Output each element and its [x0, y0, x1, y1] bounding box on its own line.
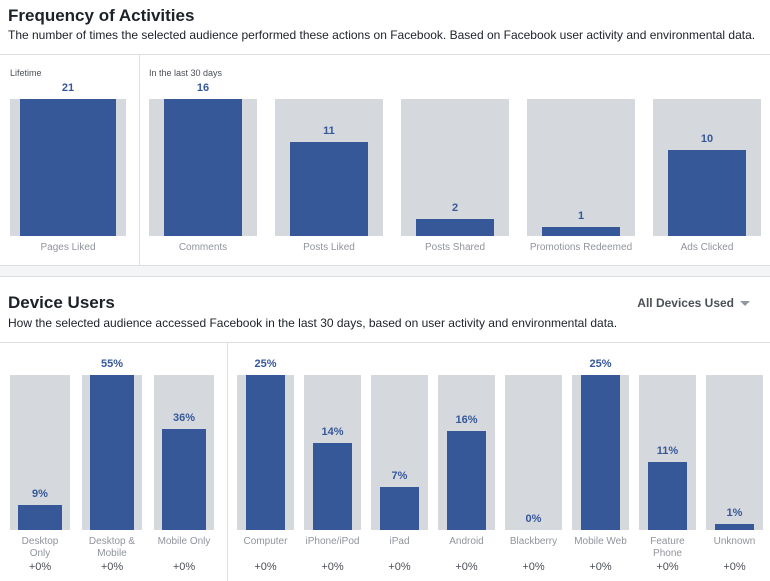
bar-background: [505, 375, 562, 530]
change-label: +0%: [455, 561, 478, 573]
category-label: Desktop & Mobile: [88, 536, 136, 559]
category-label: Computer: [243, 536, 288, 547]
value-label: 14%: [321, 426, 344, 438]
value-label: 36%: [172, 412, 196, 424]
category-label: Blackberry: [509, 536, 558, 547]
category-label: Feature Phone: [650, 536, 685, 559]
bar-background: [10, 375, 70, 530]
category-label: Ads Clicked: [680, 242, 734, 253]
section-gap: [0, 266, 770, 276]
value-label: 0%: [525, 513, 542, 525]
bar[interactable]: [379, 487, 420, 530]
value-label: 10: [700, 133, 714, 145]
change-label: +0%: [172, 561, 196, 573]
category-label: iPad: [389, 536, 410, 547]
change-label: +0%: [254, 561, 277, 573]
change-label: +0%: [321, 561, 344, 573]
bar[interactable]: [20, 99, 116, 236]
bar[interactable]: [714, 524, 755, 530]
frequency-top-divider: [0, 54, 770, 55]
category-label: iPhone/iPod: [305, 536, 360, 547]
change-label: +0%: [28, 561, 52, 573]
devices-subtitle: How the selected audience accessed Faceb…: [8, 316, 618, 330]
value-label: 16: [196, 82, 210, 94]
bar[interactable]: [290, 142, 368, 236]
change-label: +0%: [100, 561, 124, 573]
category-label: Mobile Only: [157, 536, 211, 547]
bar[interactable]: [647, 462, 688, 530]
bar[interactable]: [542, 227, 620, 236]
bar[interactable]: [161, 429, 207, 530]
bar[interactable]: [416, 219, 494, 236]
category-label: Posts Shared: [424, 242, 486, 253]
devices-divider: [0, 342, 770, 343]
value-label: 11: [323, 125, 335, 137]
devices-group-divider: [227, 343, 228, 581]
frequency-group-divider: [139, 55, 140, 265]
value-label: 21: [61, 82, 75, 94]
bar[interactable]: [17, 505, 63, 530]
category-label: Comments: [178, 242, 228, 253]
bar[interactable]: [89, 375, 135, 530]
all-devices-dropdown[interactable]: All Devices Used: [637, 296, 750, 310]
value-label: 55%: [100, 358, 124, 370]
value-label: 25%: [589, 358, 612, 370]
devices-title: Device Users: [8, 293, 115, 312]
bar[interactable]: [668, 150, 746, 236]
value-label: 1: [577, 210, 585, 222]
bar[interactable]: [312, 443, 353, 530]
change-label: +0%: [388, 561, 411, 573]
category-label: Posts Liked: [303, 242, 355, 253]
category-label: Promotions Redeemed: [529, 242, 633, 253]
category-label: Android: [449, 536, 484, 547]
value-label: 25%: [254, 358, 277, 370]
value-label: 16%: [455, 414, 478, 426]
category-label: Pages Liked: [40, 242, 96, 253]
bar-background: [401, 99, 509, 236]
category-label: Mobile Web: [574, 536, 627, 547]
frequency-bottom-divider: [0, 265, 770, 266]
category-label: Unknown: [713, 536, 756, 547]
category-label: Desktop Only: [21, 536, 59, 559]
value-label: 7%: [391, 470, 408, 482]
bar-background: [527, 99, 635, 236]
value-label: 1%: [726, 507, 743, 519]
chevron-down-icon: [740, 301, 750, 307]
value-label: 11%: [656, 445, 679, 457]
change-label: +0%: [656, 561, 679, 573]
change-label: +0%: [723, 561, 746, 573]
dropdown-label: All Devices Used: [637, 296, 734, 310]
bar[interactable]: [245, 375, 286, 530]
bar[interactable]: [446, 431, 487, 530]
value-label: 2: [451, 202, 459, 214]
devices-top-border: [0, 276, 770, 277]
bar-background: [706, 375, 763, 530]
value-label: 9%: [32, 488, 48, 500]
change-label: +0%: [589, 561, 612, 573]
frequency-subtitle: The number of times the selected audienc…: [8, 28, 756, 42]
bar[interactable]: [580, 375, 621, 530]
group-label-last-30-days: In the last 30 days: [149, 68, 223, 78]
change-label: +0%: [522, 561, 545, 573]
group-label-lifetime: Lifetime: [10, 68, 42, 78]
bar[interactable]: [164, 99, 242, 236]
frequency-title: Frequency of Activities: [8, 6, 195, 25]
